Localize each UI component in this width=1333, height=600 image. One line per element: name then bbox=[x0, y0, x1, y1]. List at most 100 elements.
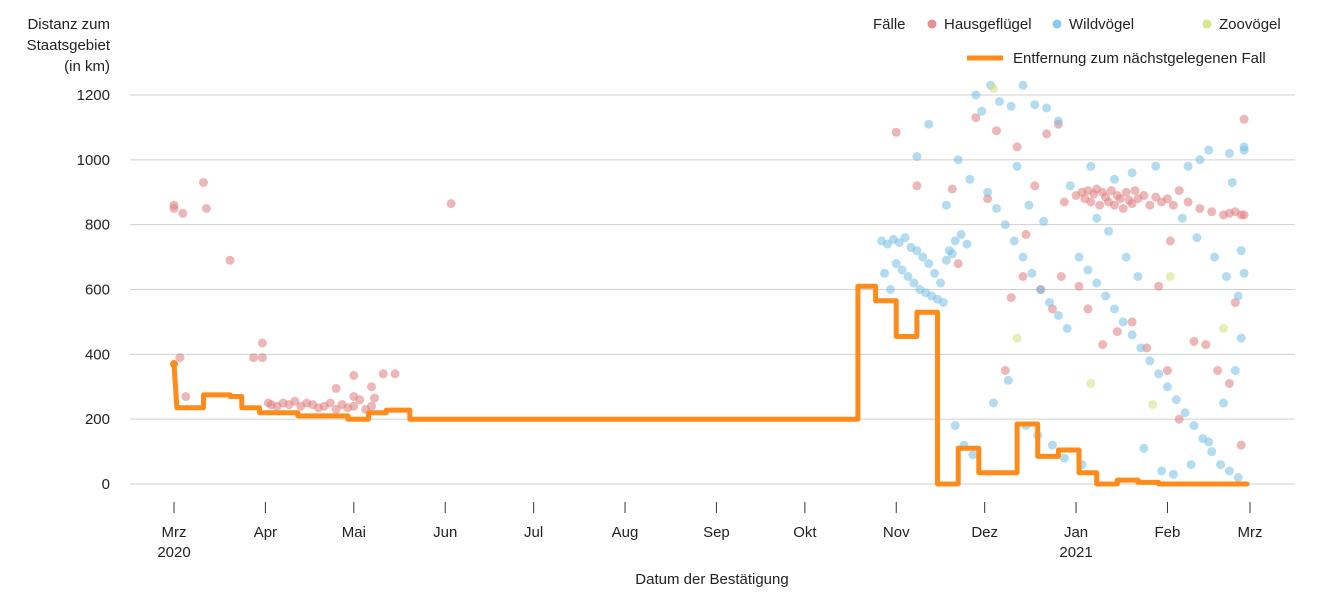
data-point-wildvögel bbox=[1074, 252, 1084, 262]
x-tick-label: Aug bbox=[612, 524, 639, 541]
data-point-hausgeflügel bbox=[1195, 204, 1205, 213]
data-point-wildvögel bbox=[953, 155, 963, 165]
data-point-hausgeflügel bbox=[1083, 304, 1093, 314]
data-point-zoovögel bbox=[1012, 333, 1022, 343]
data-point-wildvögel bbox=[1139, 443, 1149, 453]
data-point-wildvögel bbox=[1027, 268, 1037, 278]
data-point-hausgeflügel bbox=[1112, 327, 1122, 337]
data-point-hausgeflügel bbox=[1151, 192, 1161, 202]
data-point-wildvögel bbox=[1065, 181, 1075, 191]
data-point-wildvögel bbox=[1224, 148, 1234, 158]
x-tick-label: Jun bbox=[433, 524, 457, 541]
legend-swatch-hausgeflügel bbox=[927, 19, 937, 29]
data-point-wildvögel bbox=[941, 200, 951, 210]
legend-title: Fälle bbox=[873, 16, 906, 33]
legend-label-hausgeflügel: Hausgeflügel bbox=[944, 16, 1032, 33]
data-point-wildvögel bbox=[1133, 272, 1143, 281]
data-point-wildvögel bbox=[924, 259, 934, 269]
data-point-wildvögel bbox=[936, 278, 945, 288]
data-point-wildvögel bbox=[1006, 101, 1016, 111]
data-point-zoovögel bbox=[1165, 272, 1175, 281]
data-point-hausgeflügel bbox=[349, 392, 359, 401]
data-point-wildvögel bbox=[912, 152, 922, 162]
y-axis-label-line-2: Staatsgebiet bbox=[26, 37, 110, 54]
data-point-wildvögel bbox=[1224, 466, 1234, 476]
data-point-hausgeflügel bbox=[1086, 197, 1096, 207]
data-point-hausgeflügel bbox=[971, 113, 981, 123]
data-point-hausgeflügel bbox=[199, 178, 208, 187]
data-point-wildvögel bbox=[1092, 278, 1102, 288]
legend-swatch-zoovögel bbox=[1202, 19, 1212, 29]
legend-label-wildvögel: Wildvögel bbox=[1069, 16, 1134, 33]
data-point-wildvögel bbox=[968, 450, 978, 460]
x-tick-year-label: 2020 bbox=[157, 544, 190, 561]
data-point-hausgeflügel bbox=[1213, 366, 1223, 375]
data-point-wildvögel bbox=[1083, 265, 1093, 275]
data-point-wildvögel bbox=[903, 272, 913, 281]
data-point-hausgeflügel bbox=[446, 199, 456, 209]
data-point-hausgeflügel bbox=[331, 383, 341, 393]
data-point-wildvögel bbox=[930, 268, 940, 278]
data-point-hausgeflügel bbox=[1207, 207, 1217, 217]
y-axis-label-line-1: Distanz zum bbox=[27, 16, 110, 33]
data-point-hausgeflügel bbox=[953, 259, 963, 269]
data-point-wildvögel bbox=[1092, 213, 1102, 223]
data-point-wildvögel bbox=[1003, 375, 1013, 385]
data-point-wildvögel bbox=[983, 187, 993, 197]
data-point-hausgeflügel bbox=[1127, 317, 1137, 327]
data-point-wildvögel bbox=[1109, 174, 1119, 184]
data-point-wildvögel bbox=[950, 236, 960, 246]
legend-swatch-wildvögel bbox=[1052, 19, 1062, 29]
data-point-hausgeflügel bbox=[178, 208, 188, 218]
data-point-hausgeflügel bbox=[1030, 181, 1040, 191]
data-point-hausgeflügel bbox=[1174, 186, 1184, 196]
grid-lines bbox=[130, 94, 1295, 485]
data-point-wildvögel bbox=[1009, 236, 1019, 246]
distance-line-path bbox=[171, 283, 1250, 487]
data-point-wildvögel bbox=[1127, 168, 1137, 178]
data-point-hausgeflügel bbox=[349, 401, 359, 411]
data-point-wildvögel bbox=[1195, 155, 1205, 165]
data-point-wildvögel bbox=[1012, 161, 1022, 171]
data-point-wildvögel bbox=[989, 398, 998, 408]
legend-series: Hausgeflügel Wildvögel Zoovögel bbox=[927, 16, 1281, 33]
data-point-wildvögel bbox=[1207, 447, 1217, 457]
data-point-hausgeflügel bbox=[1127, 199, 1137, 209]
data-point-hausgeflügel bbox=[257, 353, 267, 363]
data-point-wildvögel bbox=[1127, 330, 1137, 340]
data-point-hausgeflügel bbox=[367, 401, 376, 411]
x-tick-label: Sep bbox=[703, 524, 730, 541]
data-point-hausgeflügel bbox=[225, 255, 235, 265]
data-point-wildvögel bbox=[1059, 453, 1069, 463]
data-point-hausgeflügel bbox=[1168, 200, 1178, 210]
data-point-wildvögel bbox=[1219, 398, 1228, 408]
y-tick-label: 400 bbox=[85, 346, 110, 363]
data-point-wildvögel bbox=[1101, 291, 1111, 301]
data-point-zoovögel bbox=[1086, 379, 1096, 388]
data-point-hausgeflügel bbox=[1074, 281, 1084, 291]
data-point-hausgeflügel bbox=[1236, 440, 1246, 450]
data-point-hausgeflügel bbox=[1006, 293, 1016, 303]
data-point-wildvögel bbox=[1171, 395, 1181, 405]
data-point-wildvögel bbox=[1157, 466, 1167, 476]
data-point-wildvögel bbox=[1118, 317, 1128, 327]
data-point-hausgeflügel bbox=[1042, 129, 1052, 139]
y-tick-label: 0 bbox=[102, 476, 110, 493]
data-point-wildvögel bbox=[1053, 310, 1063, 320]
data-point-hausgeflügel bbox=[1239, 114, 1249, 124]
data-point-wildvögel bbox=[1233, 473, 1243, 482]
data-point-wildvögel bbox=[897, 265, 907, 275]
data-point-hausgeflügel bbox=[1163, 194, 1172, 204]
data-point-zoovögel bbox=[1148, 400, 1158, 410]
x-tick-label: Mrz bbox=[162, 524, 187, 541]
data-point-zoovögel bbox=[1219, 323, 1228, 333]
data-point-wildvögel bbox=[1036, 285, 1046, 294]
data-point-hausgeflügel bbox=[249, 353, 259, 363]
data-point-wildvögel bbox=[1086, 161, 1096, 171]
data-point-wildvögel bbox=[1210, 252, 1220, 262]
data-point-wildvögel bbox=[1233, 291, 1243, 301]
x-tick-year-label: 2021 bbox=[1059, 544, 1092, 561]
data-point-hausgeflügel bbox=[1095, 200, 1105, 210]
data-point-wildvögel bbox=[962, 239, 972, 249]
